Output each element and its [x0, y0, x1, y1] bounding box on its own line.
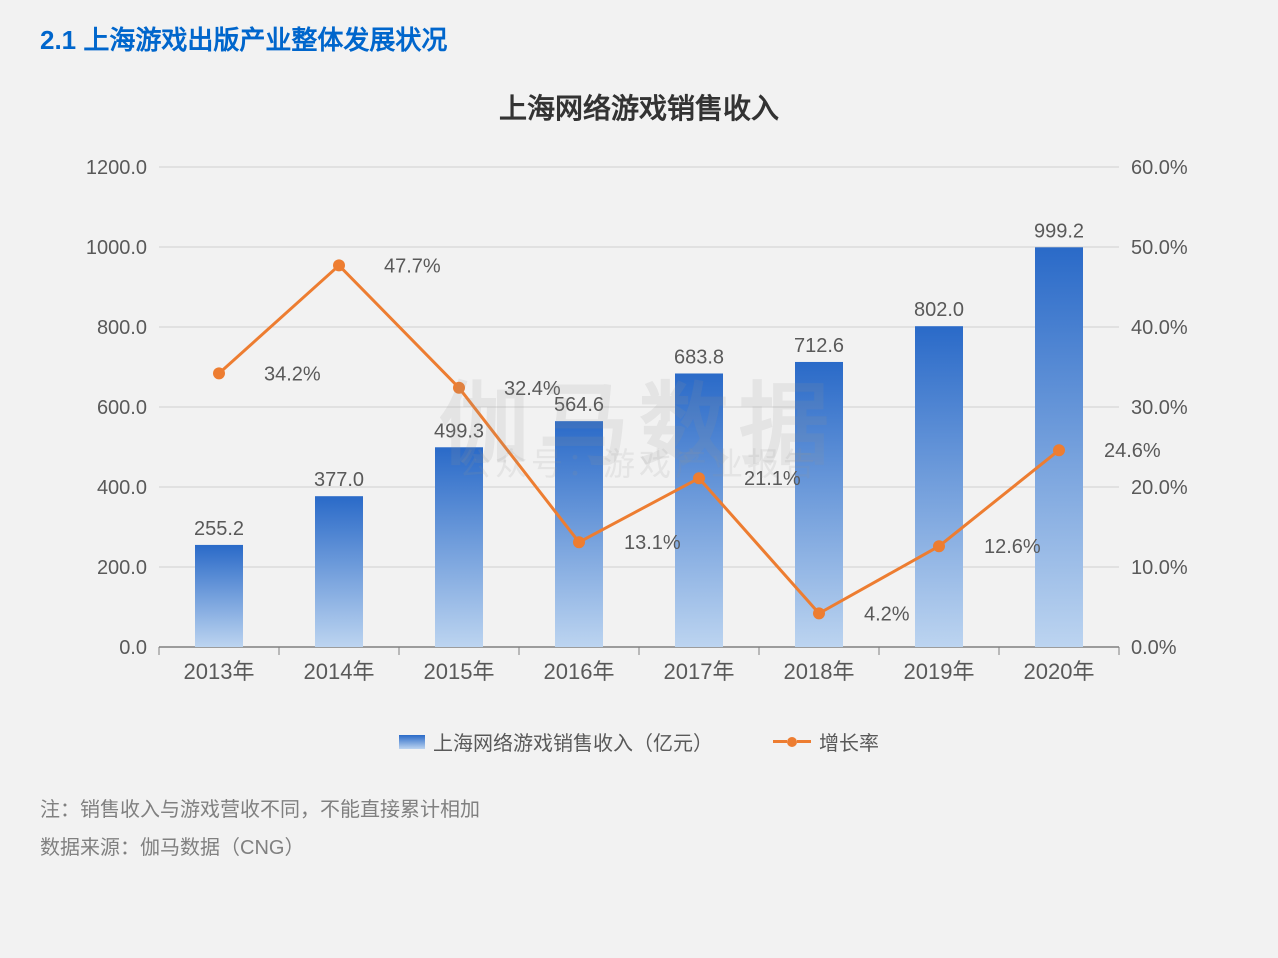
svg-text:800.0: 800.0 — [97, 317, 147, 339]
svg-text:2015年: 2015年 — [424, 659, 495, 684]
svg-text:400.0: 400.0 — [97, 477, 147, 499]
svg-text:2016年: 2016年 — [544, 659, 615, 684]
chart-svg: 0.0 0.0% 200.0 10.0% 400.0 20.0% 600.0 30.0% 800… — [59, 147, 1219, 707]
svg-text:712.6: 712.6 — [794, 335, 844, 357]
svg-text:60.0%: 60.0% — [1131, 157, 1188, 179]
page: 2.1 上海游戏出版产业整体发展状况 上海网络游戏销售收入 伽马数据 公众号：游… — [0, 0, 1278, 958]
legend: 上海网络游戏销售收入（亿元） 增长率 — [40, 727, 1238, 756]
svg-text:377.0: 377.0 — [314, 469, 364, 491]
footnote-1: 注：销售收入与游戏营收不同，不能直接累计相加 — [40, 791, 1238, 829]
svg-text:4.2%: 4.2% — [864, 603, 910, 625]
svg-text:802.0: 802.0 — [914, 299, 964, 321]
svg-text:2018年: 2018年 — [784, 659, 855, 684]
svg-text:2017年: 2017年 — [664, 659, 735, 684]
chart-area: 伽马数据 公众号：游戏产业报告 0.00.0%200.010.0%400.020… — [59, 147, 1219, 712]
svg-text:47.7%: 47.7% — [384, 255, 441, 277]
section-title: 2.1 上海游戏出版产业整体发展状况 — [40, 20, 1238, 57]
svg-text:2019年: 2019年 — [904, 659, 975, 684]
svg-text:255.2: 255.2 — [194, 518, 244, 540]
svg-text:1000.0: 1000.0 — [86, 237, 147, 259]
svg-text:32.4%: 32.4% — [504, 378, 561, 400]
svg-text:2014年: 2014年 — [304, 659, 375, 684]
svg-text:10.0%: 10.0% — [1131, 557, 1188, 579]
svg-text:564.6: 564.6 — [554, 394, 604, 416]
svg-text:0.0: 0.0 — [119, 637, 147, 659]
svg-text:24.6%: 24.6% — [1104, 440, 1161, 462]
svg-text:13.1%: 13.1% — [624, 532, 681, 554]
legend-bar-label: 上海网络游戏销售收入（亿元） — [433, 727, 713, 756]
svg-text:600.0: 600.0 — [97, 397, 147, 419]
legend-bar-swatch — [399, 735, 425, 749]
legend-item-line: 增长率 — [773, 727, 879, 756]
svg-text:499.3: 499.3 — [434, 420, 484, 442]
legend-line-label: 增长率 — [819, 727, 879, 756]
svg-text:2013年: 2013年 — [184, 659, 255, 684]
legend-item-bars: 上海网络游戏销售收入（亿元） — [399, 727, 713, 756]
svg-text:40.0%: 40.0% — [1131, 317, 1188, 339]
svg-text:2020年: 2020年 — [1024, 659, 1095, 684]
footnote-2: 数据来源：伽马数据（CNG） — [40, 829, 1238, 867]
legend-line-swatch — [773, 737, 811, 747]
svg-text:21.1%: 21.1% — [744, 468, 801, 490]
svg-text:999.2: 999.2 — [1034, 220, 1084, 242]
chart-title: 上海网络游戏销售收入 — [40, 87, 1238, 127]
footnotes: 注：销售收入与游戏营收不同，不能直接累计相加 数据来源：伽马数据（CNG） — [40, 791, 1238, 867]
svg-text:200.0: 200.0 — [97, 557, 147, 579]
svg-text:50.0%: 50.0% — [1131, 237, 1188, 259]
svg-text:12.6%: 12.6% — [984, 536, 1041, 558]
svg-text:30.0%: 30.0% — [1131, 397, 1188, 419]
svg-text:0.0%: 0.0% — [1131, 637, 1177, 659]
svg-text:1200.0: 1200.0 — [86, 157, 147, 179]
svg-text:34.2%: 34.2% — [264, 363, 321, 385]
svg-text:683.8: 683.8 — [674, 346, 724, 368]
svg-text:20.0%: 20.0% — [1131, 477, 1188, 499]
